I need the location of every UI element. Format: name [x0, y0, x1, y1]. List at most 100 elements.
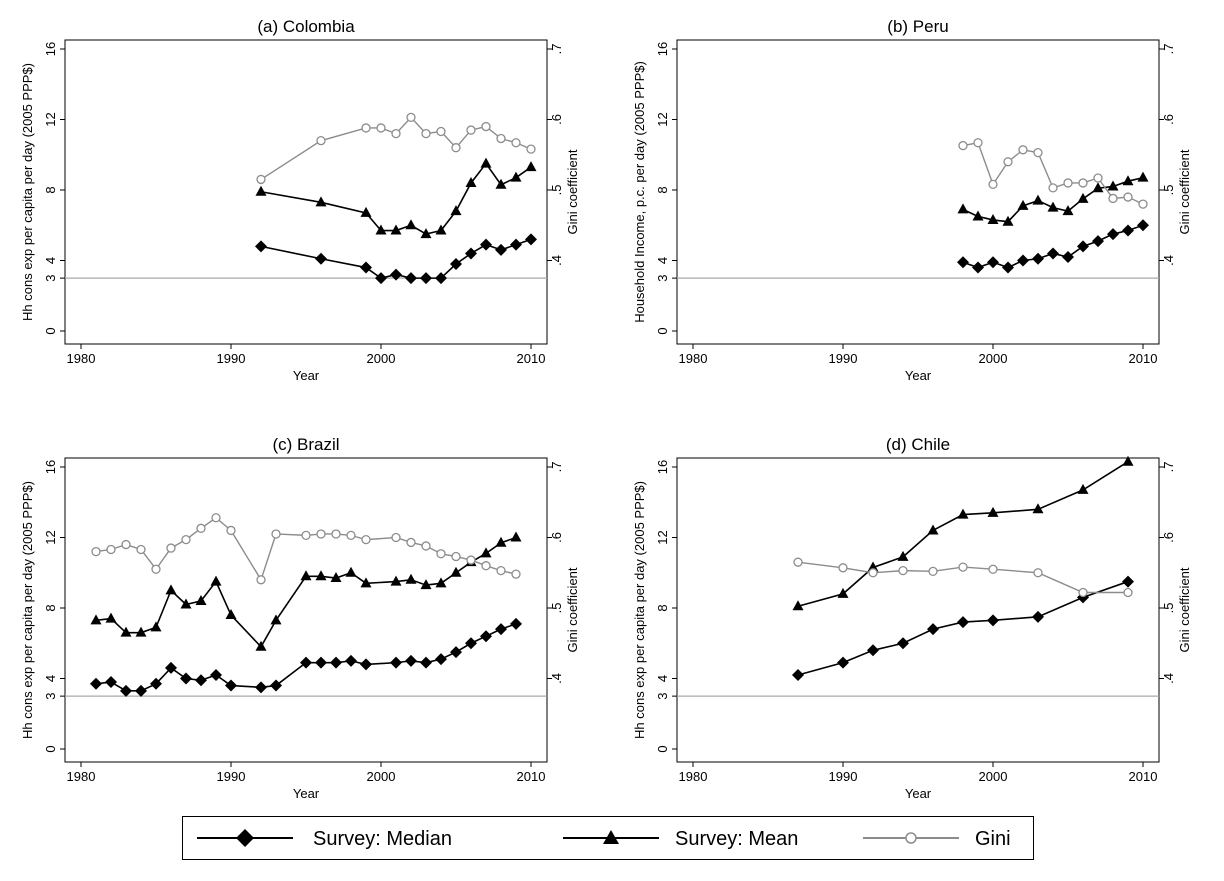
data-point-survey-mean: [390, 575, 402, 586]
data-point-gini: [1138, 199, 1148, 209]
diamond-marker-icon: [236, 829, 254, 847]
data-point-survey-median: [1092, 235, 1104, 248]
y-tick-label: 3: [43, 693, 58, 700]
y2-tick-label: .7: [1161, 462, 1176, 473]
data-point-gini: [481, 561, 491, 571]
x-tick-label: 2010: [1129, 351, 1158, 366]
legend-label-mean: Survey: Mean: [675, 828, 798, 850]
data-point-gini: [406, 537, 416, 548]
data-point-gini: [1093, 173, 1103, 183]
data-point-survey-median: [405, 272, 417, 285]
plot-frame: [64, 39, 548, 345]
triangle-marker-icon: [603, 830, 619, 844]
data-point-survey-mean: [210, 575, 222, 586]
y2-tick-label: .6: [1161, 532, 1176, 543]
y-tick-label: 3: [655, 693, 670, 700]
y-axis-label: Household Income, p.c. per day (2005 PPP…: [632, 61, 647, 323]
y-tick-label: 12: [655, 530, 670, 544]
data-point-gini: [391, 128, 401, 139]
data-point-gini: [1108, 193, 1118, 204]
y-tick-label: 8: [43, 186, 58, 193]
data-point-survey-mean: [360, 206, 372, 217]
data-point-survey-mean: [255, 185, 267, 196]
data-point-survey-mean: [420, 228, 432, 239]
y-tick-label: 16: [655, 42, 670, 56]
data-point-survey-median: [495, 243, 507, 256]
x-axis-label: Year: [293, 786, 320, 801]
plot-frame: [676, 39, 1160, 345]
data-point-survey-mean: [867, 561, 879, 572]
data-point-survey-mean: [405, 573, 417, 584]
circle-marker-icon: [905, 832, 917, 844]
chart-panel-1: (a) Colombia 1980 1990 2000 2010 Year 0 3 4 8 12 16…: [20, 17, 580, 383]
data-point-survey-median: [105, 676, 117, 689]
data-point-survey-mean: [987, 213, 999, 224]
y2-tick-label: .6: [549, 114, 564, 125]
data-point-survey-median: [465, 637, 477, 650]
plot-frame: [676, 457, 1160, 763]
data-point-survey-median: [972, 261, 984, 274]
x-tick-label: 1980: [679, 351, 708, 366]
y2-tick-label: .5: [1161, 185, 1176, 196]
plot-frame: [64, 457, 548, 763]
x-tick-label: 1990: [829, 769, 858, 784]
data-point-gini: [361, 534, 371, 545]
data-point-survey-mean: [195, 594, 207, 605]
data-point-gini: [421, 128, 431, 139]
y2-tick-label: .6: [549, 532, 564, 543]
data-point-survey-median: [1032, 252, 1044, 265]
data-point-gini: [166, 543, 176, 553]
data-point-survey-median: [1137, 219, 1149, 232]
x-tick-label: 2010: [517, 351, 546, 366]
data-point-gini: [496, 565, 506, 576]
y-tick-label: 3: [655, 275, 670, 282]
data-point-survey-median: [225, 679, 237, 692]
data-point-survey-median: [330, 656, 342, 669]
y-tick-label: 4: [43, 257, 58, 264]
data-point-gini: [196, 523, 206, 533]
data-point-survey-mean: [480, 547, 492, 558]
data-point-gini: [106, 544, 116, 555]
data-point-gini: [316, 529, 326, 539]
chart-panel-4: (d) Chile 1980 1990 2000 2010 Year 0 3 4 8 12 16 Hh …: [632, 435, 1192, 801]
y-tick-label: 4: [655, 675, 670, 682]
data-point-survey-median: [300, 656, 312, 669]
data-point-survey-mean: [435, 224, 447, 235]
data-point-survey-mean: [1077, 483, 1089, 494]
data-point-gini: [316, 135, 326, 146]
data-point-survey-mean: [495, 178, 507, 189]
data-point-survey-median: [255, 240, 267, 253]
y-tick-label: 12: [43, 530, 58, 544]
data-point-gini: [511, 569, 521, 579]
data-point-gini: [421, 541, 431, 551]
x-tick-label: 1980: [67, 769, 96, 784]
y2-tick-label: .6: [1161, 114, 1176, 125]
x-tick-label: 1980: [679, 769, 708, 784]
data-point-survey-mean: [135, 626, 147, 637]
data-point-survey-median: [867, 644, 879, 657]
x-tick-label: 1990: [217, 351, 246, 366]
data-point-survey-mean: [165, 584, 177, 595]
legend: Survey: Median Survey: Mean Gini: [182, 816, 1034, 860]
data-point-survey-mean: [1122, 455, 1134, 466]
y-tick-label: 16: [655, 460, 670, 474]
data-point-survey-median: [957, 256, 969, 269]
legend-item-gini: Gini: [863, 828, 1011, 850]
y-tick-label: 3: [43, 275, 58, 282]
data-point-survey-median: [165, 661, 177, 674]
data-point-gini: [181, 534, 191, 545]
data-point-survey-median: [1017, 254, 1029, 267]
data-point-gini: [898, 565, 908, 576]
data-point-survey-median: [135, 684, 147, 697]
data-point-gini: [1123, 192, 1133, 202]
y2-tick-label: .7: [1161, 44, 1176, 55]
data-point-survey-median: [480, 238, 492, 251]
data-point-survey-mean: [105, 612, 117, 623]
data-point-survey-median: [420, 656, 432, 669]
data-point-gini: [361, 123, 371, 133]
data-point-survey-mean: [897, 550, 909, 561]
chart-panel-3: (c) Brazil 1980 1990 2000 2010 Year 0 3 4 8 12 16 Hh…: [20, 435, 580, 801]
data-point-survey-median: [360, 658, 372, 671]
data-point-survey-median: [435, 272, 447, 285]
data-point-gini: [1018, 145, 1028, 155]
